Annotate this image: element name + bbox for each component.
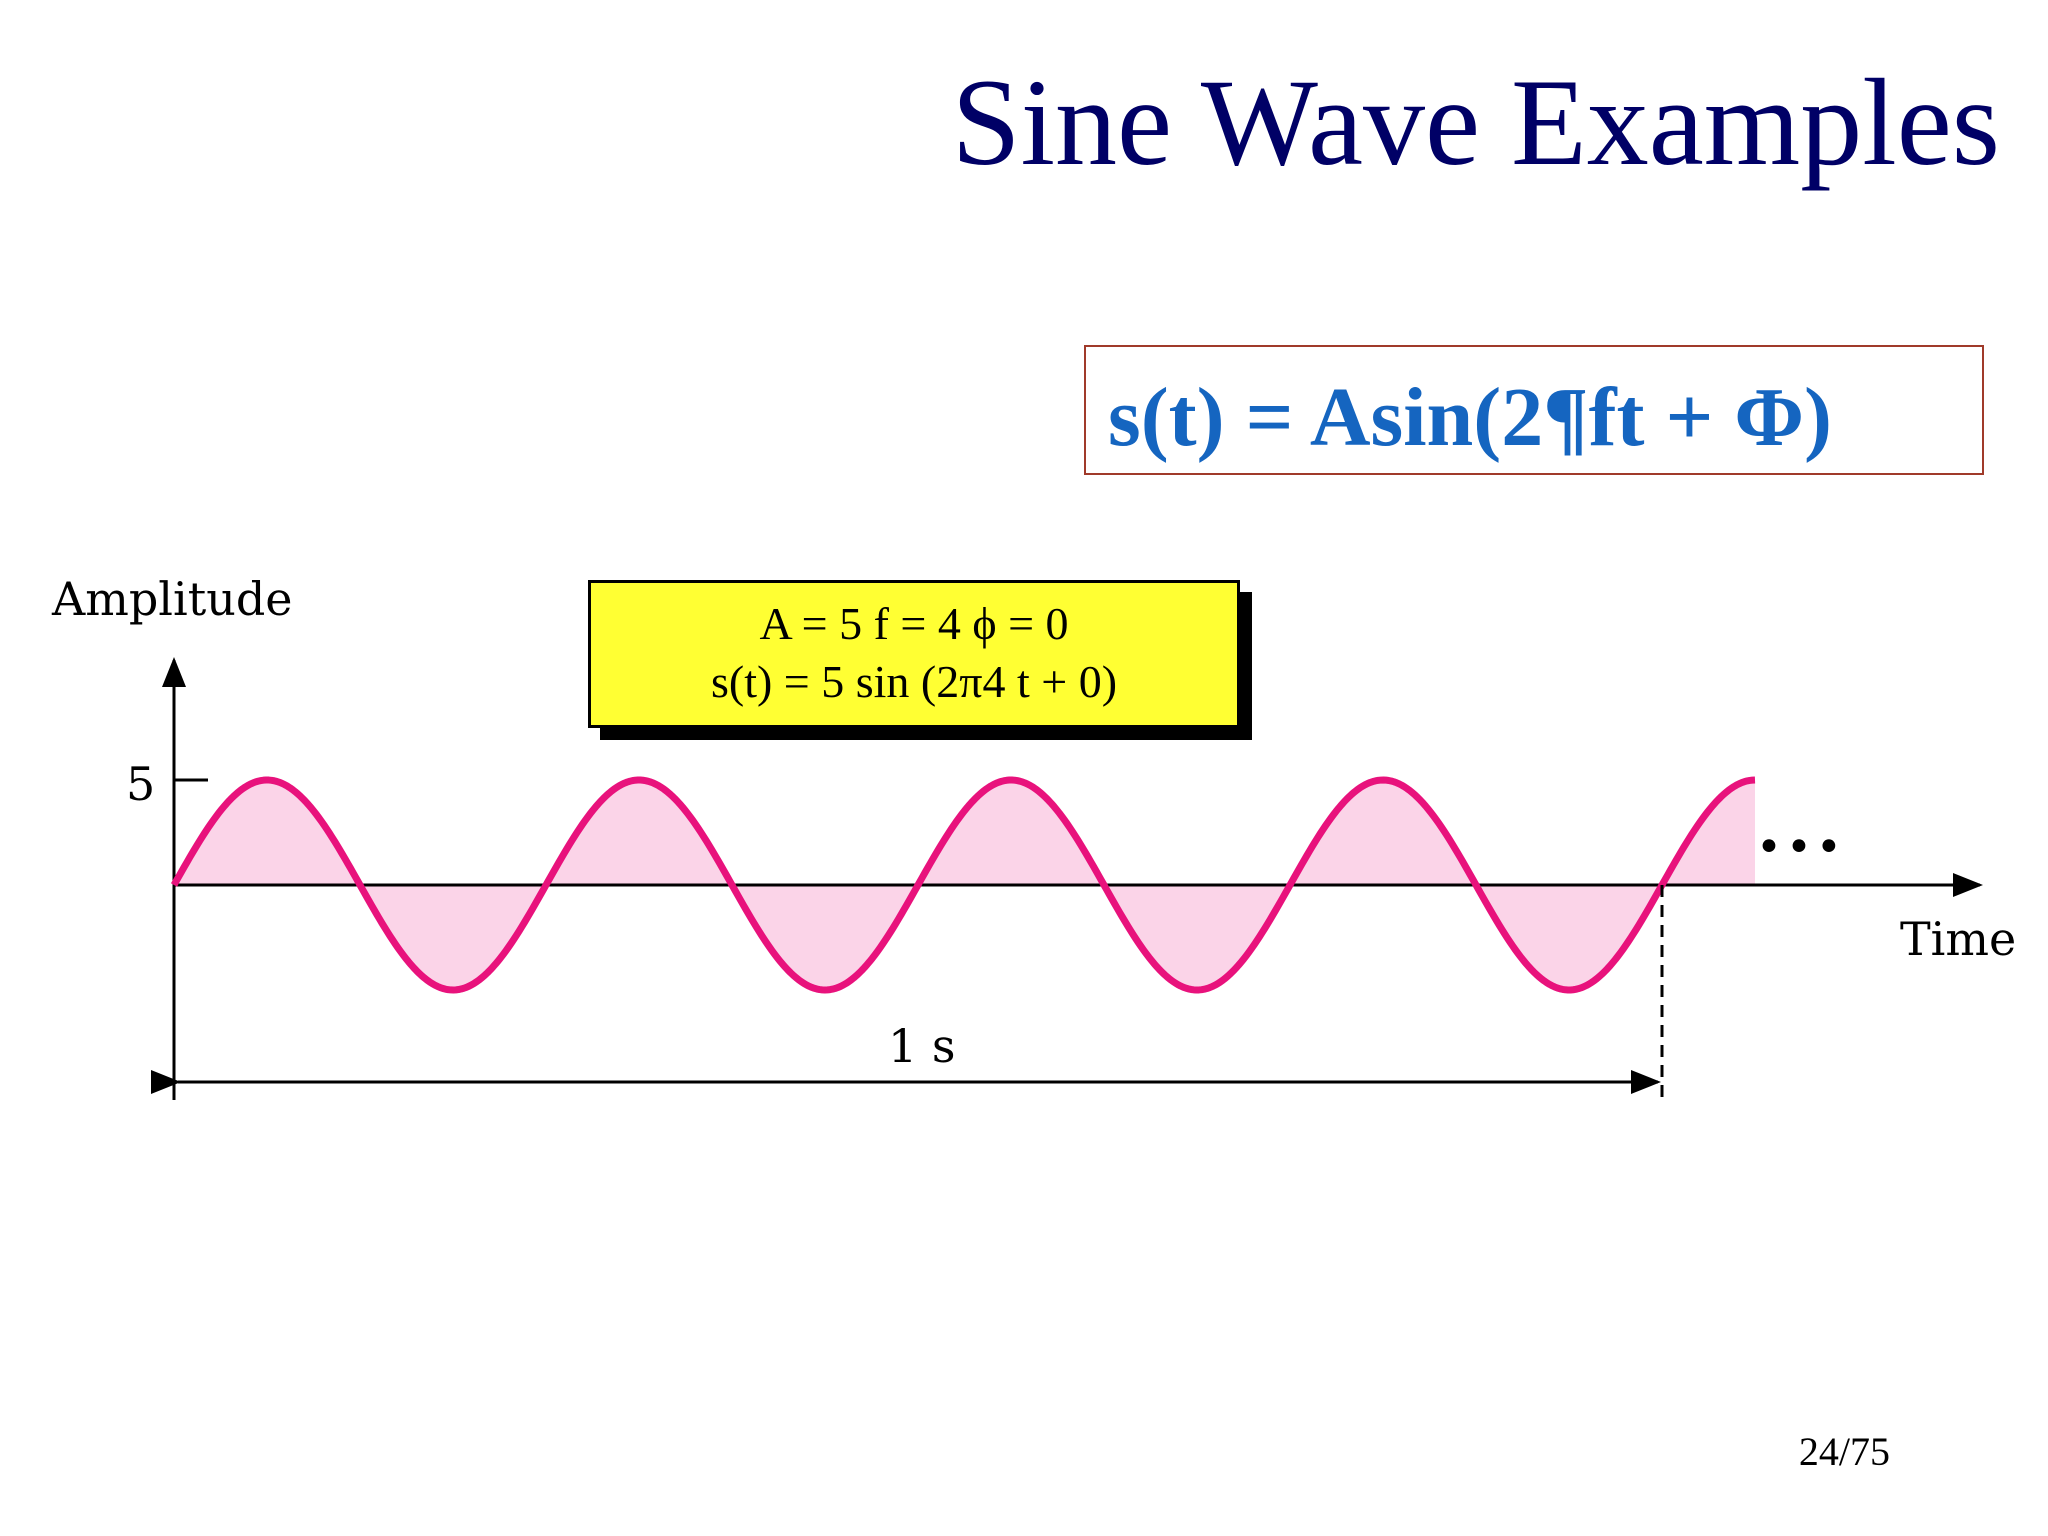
- parameter-line: A = 5 f = 4 ϕ = 0: [759, 598, 1069, 649]
- sine-wave-line: [170, 776, 1756, 994]
- continuation-dots: •••: [1756, 822, 1846, 873]
- y-axis-label: Amplitude: [51, 572, 293, 626]
- slide-title: Sine Wave Examples: [951, 54, 2000, 191]
- y-tick-label-5: 5: [126, 757, 155, 811]
- formula-text: s(t) = Asin(2¶ft + Φ): [1108, 371, 1833, 464]
- formula-box: s(t) = Asin(2¶ft + Φ): [1084, 345, 1984, 475]
- period-label: 1 s: [888, 1019, 956, 1073]
- parameter-box: A = 5 f = 4 ϕ = 0 s(t) = 5 sin (2π4 t + …: [588, 580, 1240, 728]
- page-number: 24/75: [1798, 1429, 1890, 1474]
- equation-line: s(t) = 5 sin (2π4 t + 0): [710, 656, 1118, 707]
- x-axis-label: Time: [1900, 912, 2016, 966]
